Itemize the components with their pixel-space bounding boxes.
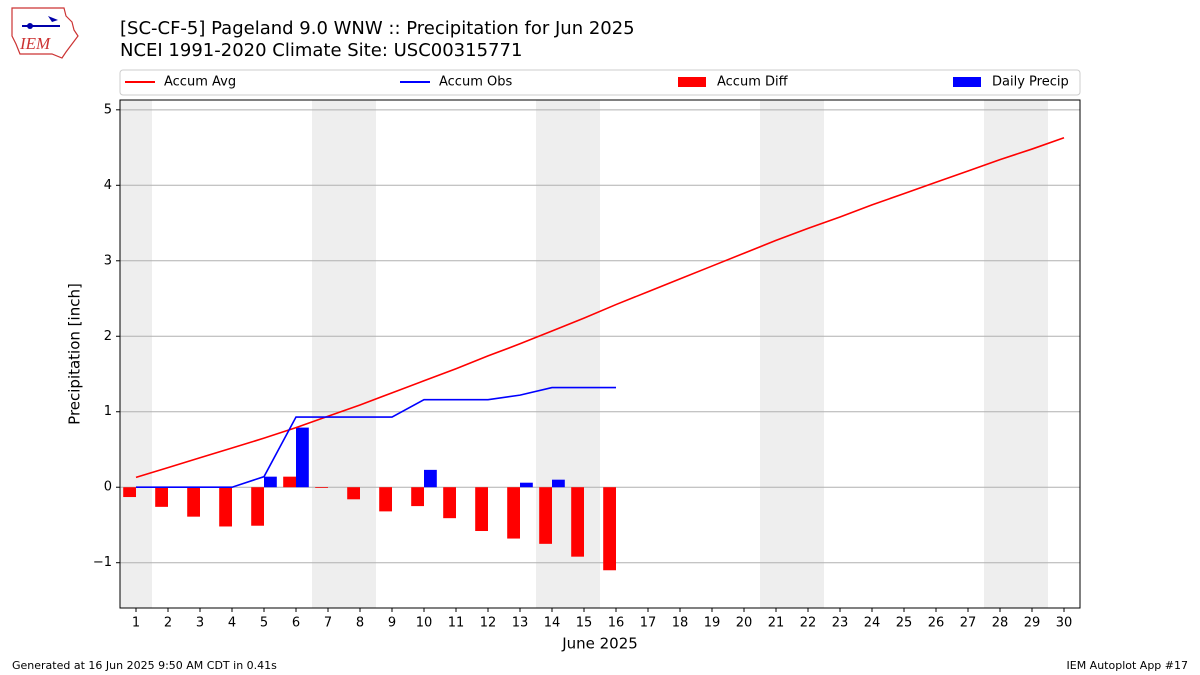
legend-swatch — [953, 77, 981, 87]
legend-swatch — [678, 77, 706, 87]
x-tick-label: 8 — [356, 616, 364, 631]
logo-outline — [11, 7, 79, 59]
footer-right: IEM Autoplot App #17 — [1067, 659, 1189, 672]
logo: IEM — [11, 7, 79, 59]
x-tick-label: 25 — [896, 616, 913, 631]
bar — [539, 487, 552, 544]
weekend-shade — [120, 100, 152, 608]
x-tick-label: 16 — [608, 616, 625, 631]
bar — [187, 487, 200, 517]
y-axis-label: Precipitation [inch] — [66, 283, 84, 425]
footer-left: Generated at 16 Jun 2025 9:50 AM CDT in … — [12, 659, 277, 672]
weekend-shade — [792, 100, 824, 608]
legend-label: Accum Diff — [717, 75, 789, 90]
x-tick-label: 14 — [544, 616, 561, 631]
legend-box — [119, 69, 1081, 96]
chart-subtitle: NCEI 1991-2020 Climate Site: USC00315771 — [120, 40, 522, 61]
x-tick-label: 12 — [480, 616, 497, 631]
x-tick-label: 6 — [292, 616, 300, 631]
x-tick-label: 1 — [132, 616, 140, 631]
x-tick-label: 4 — [228, 616, 236, 631]
x-tick-label: 5 — [260, 616, 268, 631]
bar — [315, 487, 328, 488]
x-tick-label: 15 — [576, 616, 593, 631]
plot-frame — [119, 99, 1081, 609]
y-tick-label: 5 — [104, 102, 112, 117]
x-axis-label: June 2025 — [561, 635, 638, 653]
x-tick-label: 20 — [736, 616, 753, 631]
x-tick-label: 24 — [864, 616, 881, 631]
bar — [264, 476, 277, 488]
x-tick-label: 23 — [832, 616, 849, 631]
x-tick-label: 22 — [800, 616, 817, 631]
bar — [507, 487, 520, 539]
weekend-shade — [344, 100, 376, 608]
x-tick-label: 27 — [960, 616, 977, 631]
bar — [283, 476, 296, 488]
y-tick-label: 1 — [104, 404, 112, 419]
y-tick-label: 4 — [104, 178, 112, 193]
x-tick-label: 30 — [1056, 616, 1073, 631]
bar — [251, 487, 264, 526]
line — [135, 136, 1065, 479]
bar — [296, 427, 309, 488]
bar — [155, 487, 168, 507]
x-tick-label: 3 — [196, 616, 204, 631]
plot-area — [120, 100, 1080, 608]
x-tick-label: 28 — [992, 616, 1009, 631]
weekend-shade — [1016, 100, 1048, 608]
bar — [379, 487, 392, 512]
chart-title: [SC-CF-5] Pageland 9.0 WNW :: Precipitat… — [120, 18, 635, 39]
y-tick-label: 0 — [104, 480, 112, 495]
bar — [443, 487, 456, 519]
legend-label: Accum Avg — [164, 75, 236, 90]
legend-label: Daily Precip — [992, 75, 1069, 90]
x-tick-label: 17 — [640, 616, 657, 631]
x-tick-label: 7 — [324, 616, 332, 631]
x-tick-label: 18 — [672, 616, 689, 631]
y-tick-label: 3 — [104, 253, 112, 268]
x-tick-label: 26 — [928, 616, 945, 631]
logo-vane — [48, 16, 58, 22]
x-tick-label: 10 — [416, 616, 433, 631]
bar — [520, 482, 533, 488]
bar — [603, 487, 616, 571]
bar — [123, 487, 136, 498]
weekend-shade — [312, 100, 344, 608]
bar — [424, 469, 437, 488]
weekend-shade — [984, 100, 1016, 608]
x-tick-label: 19 — [704, 616, 721, 631]
bar — [411, 487, 424, 507]
weekend-shade — [760, 100, 792, 608]
y-tick-label: 2 — [104, 329, 112, 344]
bar — [347, 487, 360, 500]
x-tick-label: 9 — [388, 616, 396, 631]
legend-label: Accum Obs — [439, 75, 512, 90]
bar — [475, 487, 488, 532]
y-tick-label: −1 — [93, 555, 112, 570]
x-tick-label: 2 — [164, 616, 172, 631]
logo-dot — [27, 23, 33, 29]
x-tick-label: 13 — [512, 616, 529, 631]
logo-text: IEM — [19, 34, 51, 53]
x-tick-label: 11 — [448, 616, 465, 631]
x-tick-label: 29 — [1024, 616, 1041, 631]
bar — [571, 487, 584, 557]
bar — [552, 479, 565, 488]
line — [136, 386, 616, 489]
bar — [219, 487, 232, 527]
x-tick-label: 21 — [768, 616, 785, 631]
